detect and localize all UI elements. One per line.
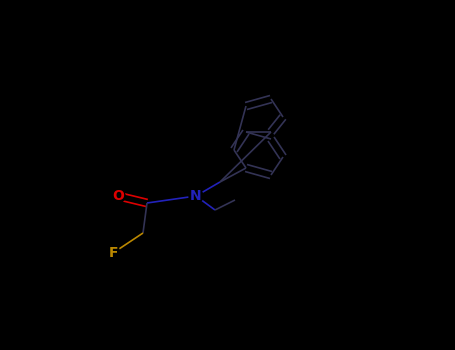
- Circle shape: [106, 246, 120, 260]
- Text: F: F: [108, 246, 118, 260]
- Circle shape: [189, 189, 203, 203]
- Circle shape: [111, 189, 125, 203]
- Text: O: O: [112, 189, 124, 203]
- Text: N: N: [190, 189, 202, 203]
